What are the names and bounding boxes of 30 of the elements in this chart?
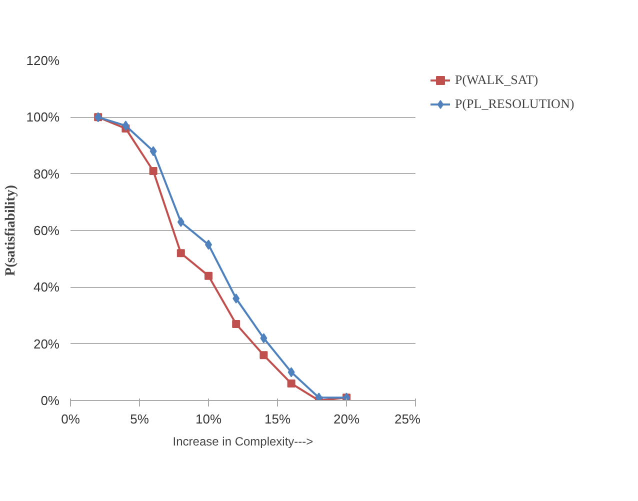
point (232, 294, 240, 304)
x-tick-label: 0% (61, 412, 80, 426)
x-tick-label: 25% (394, 412, 421, 426)
y-axis-title: P(satisfiability) (3, 184, 18, 276)
x-tick-label: 20% (333, 412, 360, 426)
x-axis-title: Increase in Complexity---> (172, 434, 314, 448)
point (149, 167, 158, 175)
y-tick-label: 20% (33, 336, 60, 352)
point (260, 333, 268, 344)
legend-label: P(WALK_SAT) (455, 72, 538, 88)
x-tick-label: 15% (264, 412, 291, 426)
point (232, 320, 240, 328)
point (260, 351, 268, 360)
y-tick-label: 120% (26, 53, 60, 68)
x-tick-label: 10% (195, 412, 222, 426)
y-tick-label: 100% (26, 110, 60, 125)
y-tick-label: 80% (33, 166, 60, 182)
x-tick-label: 5% (130, 412, 150, 426)
y-tick-label: 0% (40, 393, 60, 408)
point (176, 249, 185, 258)
legend-label: P(PL_RESOLUTION) (455, 96, 574, 112)
point (150, 146, 157, 156)
y-tick-label: 40% (33, 280, 60, 295)
point (177, 217, 184, 227)
point (122, 120, 130, 131)
point (315, 392, 322, 400)
point (288, 367, 295, 378)
point (204, 272, 212, 280)
point (287, 380, 296, 388)
y-tick-label: 60% (33, 223, 60, 238)
